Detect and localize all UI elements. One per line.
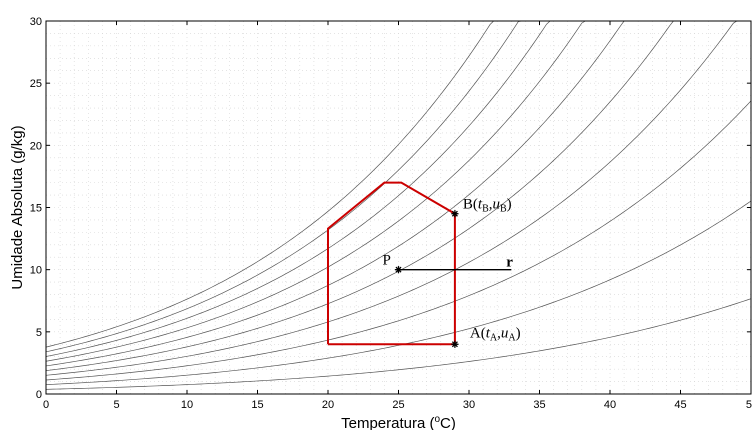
point-a-u: u (501, 325, 509, 341)
point-a-label: A(tA,uA) (470, 325, 521, 343)
x-tick-label: 40 (604, 399, 616, 411)
humidity-curves (45, 20, 752, 390)
point-b-u: u (492, 197, 500, 213)
point-b-t-sub: B (482, 204, 489, 215)
star-stroke (451, 210, 458, 217)
humidity-curve (45, 20, 625, 367)
comfort-zone-outline (327, 181, 456, 346)
x-tick-label: 5 (113, 399, 119, 411)
y-tick-label: 0 (36, 389, 42, 401)
point-b-main: B( (463, 197, 478, 213)
y-axis-title: Umidade Absoluta (g/kg) (9, 125, 26, 289)
y-tick-label: 25 (30, 78, 42, 90)
x-tick-label: 25 (392, 399, 404, 411)
point-p-label: P (383, 253, 391, 269)
vector-r-label: r (506, 255, 513, 271)
x-tick-label: 10 (181, 399, 193, 411)
x-axis-title-sup: o (434, 414, 440, 425)
x-tick-label: 5 (746, 399, 752, 411)
x-axis-title-main: Temperatura ( (341, 415, 434, 430)
point-p-marker (394, 266, 403, 274)
x-tick-label: 35 (533, 399, 545, 411)
x-tick-label: 45 (674, 399, 686, 411)
y-tick-label: 15 (30, 203, 42, 215)
star-stroke (451, 341, 458, 348)
point-a-close: ) (516, 325, 521, 341)
point-b-label: B(tB,uB) (463, 197, 512, 215)
x-axis-ticks: 0 5 10 15 20 25 30 35 40 45 5 (43, 21, 752, 411)
humidity-curve (45, 20, 738, 376)
y-tick-label: 10 (30, 265, 42, 277)
comfort-zone (327, 181, 456, 346)
humidity-curve (45, 298, 752, 390)
points (394, 210, 459, 348)
x-axis-title: Temperatura (oC) (341, 414, 456, 430)
x-tick-label: 30 (463, 399, 475, 411)
point-a-sep: , (497, 325, 501, 341)
x-tick-label: 20 (322, 399, 334, 411)
point-b-sep: , (489, 197, 493, 213)
point-b-marker (451, 210, 459, 218)
point-b-u-sub: B (500, 204, 507, 215)
humidity-curve (45, 20, 522, 353)
y-tick-label: 5 (36, 327, 42, 339)
humidity-curve (45, 20, 674, 371)
x-axis-title-end: C) (440, 415, 456, 430)
x-tick-label: 0 (43, 399, 49, 411)
point-a-main: A( (470, 325, 486, 341)
point-a-t-sub: A (490, 332, 498, 343)
point-b-t: t (478, 197, 483, 213)
humidity-curve (45, 100, 752, 381)
point-b-close: ) (507, 197, 512, 213)
star-stroke (395, 266, 402, 273)
humidity-curve (45, 20, 551, 357)
humidity-curve (45, 20, 586, 362)
y-axis-ticks: 0 5 10 15 20 25 30 (30, 16, 751, 401)
point-a-u-sub: A (508, 332, 516, 343)
point-a-t: t (486, 325, 491, 341)
humidity-curve (45, 20, 494, 348)
x-tick-label: 15 (251, 399, 263, 411)
y-tick-label: 20 (30, 140, 42, 152)
point-a-marker (451, 340, 459, 348)
y-tick-label: 30 (30, 16, 42, 28)
humidity-curve (45, 200, 752, 386)
